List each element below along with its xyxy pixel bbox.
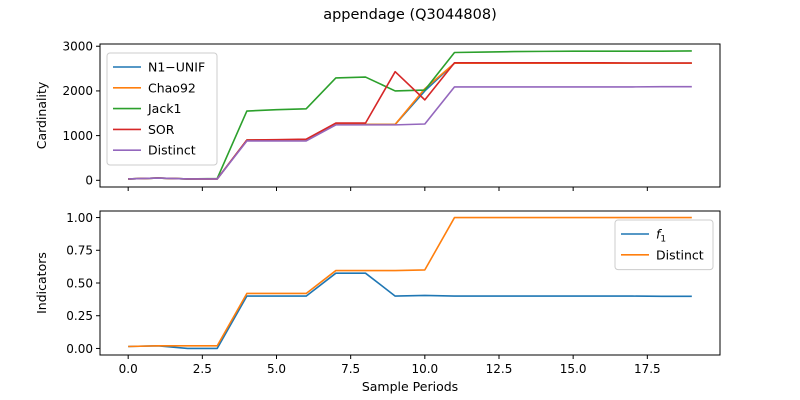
legend-frame bbox=[614, 219, 714, 271]
y-tick-label: 0.25 bbox=[66, 309, 93, 323]
y-tick-label: 0.50 bbox=[66, 276, 93, 290]
y-tick-label: 3000 bbox=[62, 40, 93, 54]
legend-frame bbox=[106, 52, 218, 166]
y-tick-label: 0.00 bbox=[66, 342, 93, 356]
x-tick-label: 17.5 bbox=[634, 362, 661, 376]
legend-label: Distinct bbox=[656, 247, 704, 262]
legend-label: f1 bbox=[656, 227, 666, 245]
legend-label: Chao92 bbox=[148, 80, 196, 95]
legend-label: SOR bbox=[148, 122, 175, 137]
x-tick-label: 12.5 bbox=[486, 362, 513, 376]
y-tick-label: 0 bbox=[85, 174, 93, 188]
y-axis-label: Cardinality bbox=[34, 81, 49, 149]
y-tick-label: 2000 bbox=[62, 84, 93, 98]
x-tick-label: 5.0 bbox=[267, 362, 286, 376]
x-tick-label: 10.0 bbox=[411, 362, 438, 376]
y-tick-label: 1000 bbox=[62, 129, 93, 143]
chart-title: appendage (Q3044808) bbox=[323, 7, 497, 23]
legend-label: Jack1 bbox=[147, 101, 181, 116]
indicators-panel: 0.0 2.5 5.0 7.5 10.0 12.5 15.0 17.5 0.00 0.25 0.50… bbox=[34, 210, 721, 394]
cardinality-panel: 0 1000 2000 3000 Cardinality N1−UNIF Chao92 Jac… bbox=[34, 40, 721, 191]
legend: N1−UNIF Chao92 Jack1 SOR Distinct bbox=[106, 52, 218, 166]
x-tick-label: 0.0 bbox=[119, 362, 138, 376]
legend-label: N1−UNIF bbox=[148, 60, 205, 75]
x-tick-label: 15.0 bbox=[560, 362, 587, 376]
x-axis-label: Sample Periods bbox=[362, 379, 458, 394]
y-tick-label: 1.00 bbox=[66, 211, 93, 225]
x-tick-label: 2.5 bbox=[193, 362, 212, 376]
series-line-distinct bbox=[128, 85, 692, 180]
axes-frame bbox=[99, 43, 721, 188]
series-line-distinct bbox=[128, 216, 692, 348]
series-line-jack1 bbox=[128, 50, 692, 180]
y-tick-label: 0.75 bbox=[66, 244, 93, 258]
series-line-f1 bbox=[128, 272, 692, 350]
x-tick-label: 7.5 bbox=[341, 362, 360, 376]
legend: f1 Distinct bbox=[614, 219, 714, 271]
y-axis-label: Indicators bbox=[34, 252, 49, 314]
legend-label: Distinct bbox=[148, 143, 196, 158]
